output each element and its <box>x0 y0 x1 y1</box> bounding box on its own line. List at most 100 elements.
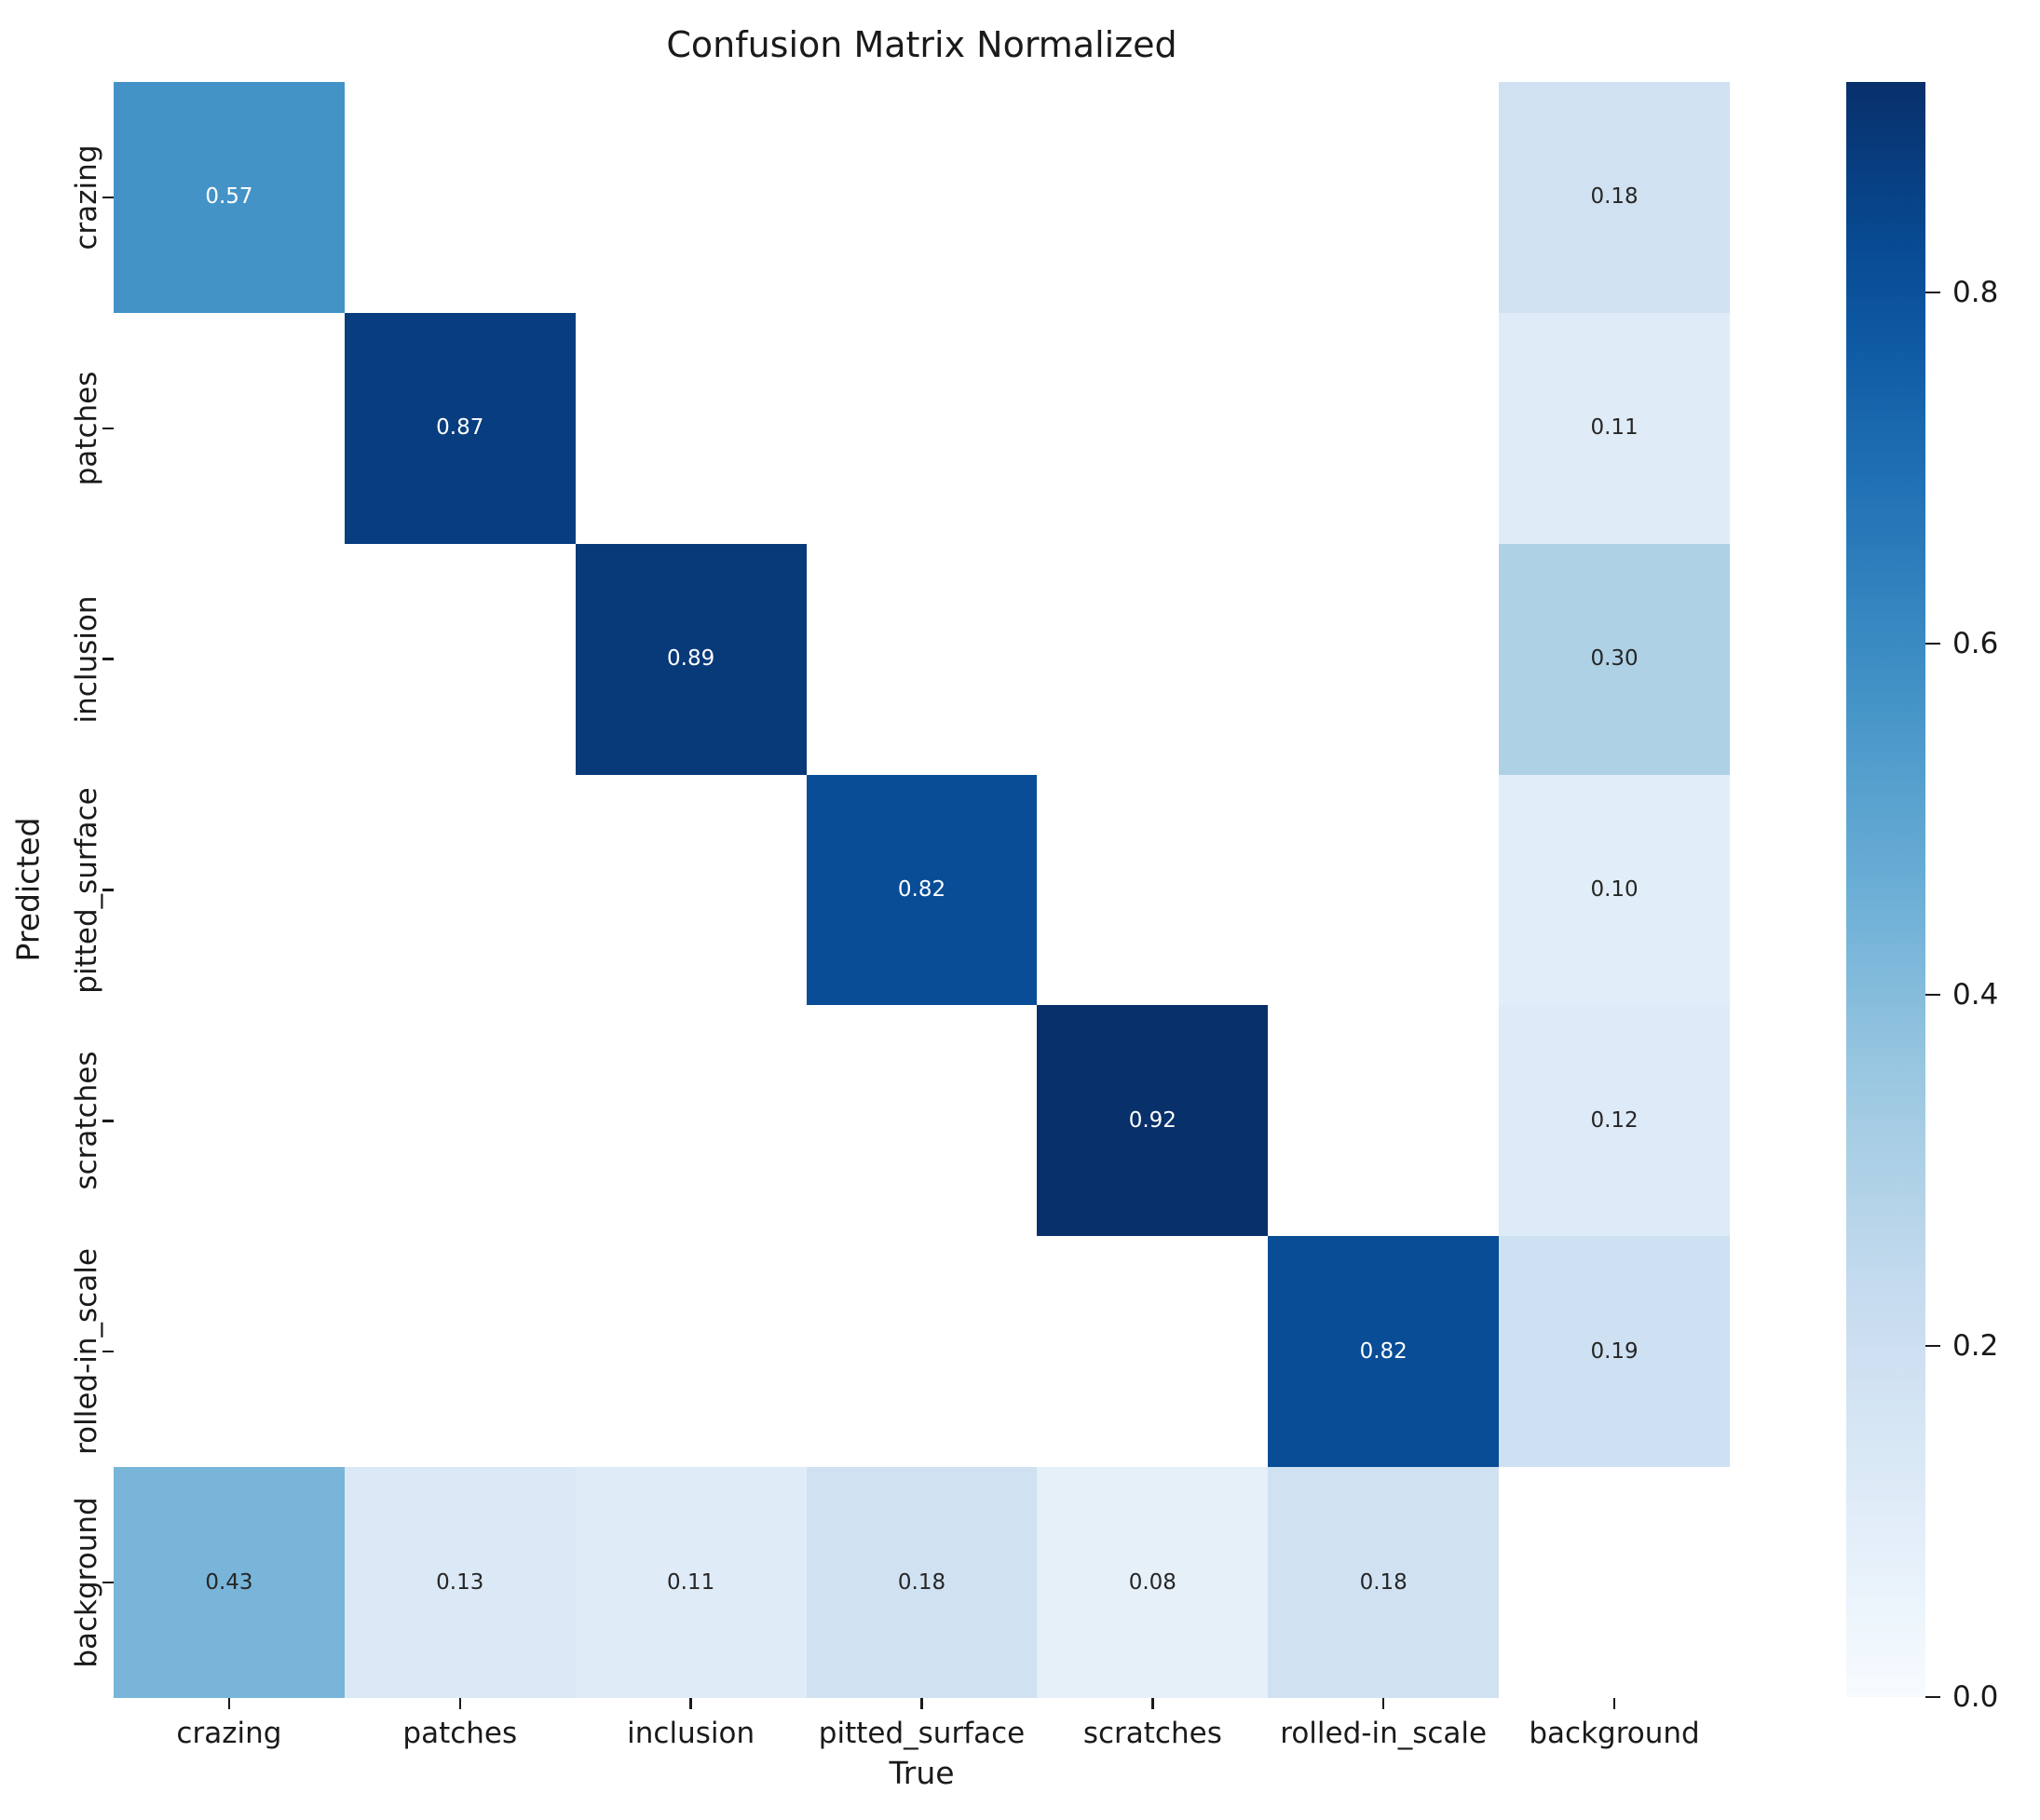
x-tick-label: inclusion <box>627 1717 755 1750</box>
cell-value: 0.18 <box>1590 184 1639 210</box>
heatmap-cell-scratches-patches <box>344 1005 576 1237</box>
heatmap-cell-background-scratches: 0.08 <box>1037 1467 1269 1698</box>
heatmap-cell-inclusion-rolled-in_scale <box>1268 543 1500 775</box>
heatmap-cell-inclusion-crazing <box>114 543 345 775</box>
y-tick-label: rolled-in_scale <box>70 1248 103 1456</box>
y-tick-mark <box>102 196 114 199</box>
y-tick-label: pitted_surface <box>70 786 103 994</box>
heatmap-cell-patches-pitted_surface <box>806 312 1038 544</box>
heatmap-cell-crazing-scratches <box>1037 82 1269 313</box>
heatmap-cell-background-rolled-in_scale: 0.18 <box>1268 1467 1500 1698</box>
heatmap-cell-patches-scratches <box>1037 312 1269 544</box>
cell-value: 0.30 <box>1590 646 1639 672</box>
heatmap-cell-pitted_surface-inclusion <box>575 774 807 1006</box>
colorbar-tick-mark <box>1925 642 1940 645</box>
heatmap-cell-background-background <box>1499 1467 1730 1698</box>
cell-value: 0.13 <box>436 1569 484 1595</box>
y-tick-mark <box>102 427 114 430</box>
heatmap-cell-pitted_surface-rolled-in_scale <box>1268 774 1500 1006</box>
cell-value: 0.89 <box>667 646 715 672</box>
colorbar-tick-label: 0.2 <box>1952 1329 1999 1364</box>
colorbar-tick-mark <box>1925 1695 1940 1699</box>
cell-value: 0.82 <box>897 876 946 902</box>
heatmap-cell-inclusion-background: 0.30 <box>1499 543 1730 775</box>
colorbar <box>1846 82 1925 1697</box>
heatmap-cell-rolled-in_scale-crazing <box>114 1236 345 1468</box>
x-tick-mark <box>227 1698 231 1709</box>
heatmap-cell-pitted_surface-pitted_surface: 0.82 <box>806 774 1038 1006</box>
x-tick-mark <box>458 1698 462 1709</box>
cell-value: 0.11 <box>667 1569 715 1595</box>
heatmap-cell-scratches-inclusion <box>575 1005 807 1237</box>
colorbar-tick-mark <box>1925 1344 1940 1348</box>
heatmap-cell-crazing-pitted_surface <box>806 82 1038 313</box>
y-axis-label: Predicted <box>9 817 47 962</box>
heatmap-cell-background-crazing: 0.43 <box>114 1467 345 1698</box>
cell-value: 0.57 <box>205 184 253 210</box>
heatmap-plot-area: 0.57 0.18 0.87 0.11 0.89 0.30 0.82 0.10 0.92 0.12… <box>114 82 1730 1698</box>
heatmap-cell-scratches-pitted_surface <box>806 1005 1038 1237</box>
x-tick-label: rolled-in_scale <box>1280 1717 1488 1750</box>
cell-value: 0.92 <box>1128 1107 1176 1133</box>
y-tick-mark <box>102 1120 114 1122</box>
cell-value: 0.10 <box>1590 876 1639 902</box>
heatmap-cell-rolled-in_scale-rolled-in_scale: 0.82 <box>1268 1236 1500 1468</box>
heatmap-cell-background-pitted_surface: 0.18 <box>806 1467 1038 1698</box>
heatmap-cell-scratches-scratches: 0.92 <box>1037 1005 1269 1237</box>
heatmap-cell-patches-inclusion <box>575 312 807 544</box>
cell-value: 0.43 <box>205 1569 253 1595</box>
colorbar-tick-label: 0.0 <box>1952 1680 1999 1714</box>
colorbar-tick-label: 0.8 <box>1952 276 1999 310</box>
cell-value: 0.12 <box>1590 1107 1639 1133</box>
x-tick-mark <box>689 1698 692 1709</box>
heatmap-cell-scratches-crazing <box>114 1005 345 1237</box>
heatmap-cell-background-patches: 0.13 <box>344 1467 576 1698</box>
heatmap-cell-pitted_surface-scratches <box>1037 774 1269 1006</box>
x-tick-mark <box>920 1698 923 1709</box>
heatmap-cell-patches-patches: 0.87 <box>344 312 576 544</box>
colorbar-tick-mark <box>1925 993 1940 997</box>
heatmap-cell-rolled-in_scale-patches <box>344 1236 576 1468</box>
heatmap-cell-crazing-rolled-in_scale <box>1268 82 1500 313</box>
cell-value: 0.18 <box>1359 1569 1408 1595</box>
x-tick-label: background <box>1529 1717 1700 1750</box>
heatmap-cell-patches-crazing <box>114 312 345 544</box>
heatmap-cell-patches-rolled-in_scale <box>1268 312 1500 544</box>
cell-value: 0.11 <box>1590 415 1639 441</box>
heatmap-cell-inclusion-pitted_surface <box>806 543 1038 775</box>
heatmap-cell-pitted_surface-patches <box>344 774 576 1006</box>
x-tick-mark <box>1612 1698 1616 1709</box>
y-tick-mark <box>102 1350 114 1353</box>
heatmap-cell-crazing-crazing: 0.57 <box>114 82 345 313</box>
y-tick-label: background <box>70 1497 103 1668</box>
heatmap-cell-crazing-background: 0.18 <box>1499 82 1730 313</box>
cell-value: 0.87 <box>436 415 484 441</box>
colorbar-tick-label: 0.4 <box>1952 978 1999 1012</box>
y-tick-mark <box>102 1581 114 1584</box>
chart-title: Confusion Matrix Normalized <box>666 24 1177 65</box>
heatmap-cell-rolled-in_scale-background: 0.19 <box>1499 1236 1730 1468</box>
heatmap-cell-inclusion-patches <box>344 543 576 775</box>
x-tick-mark <box>1381 1698 1385 1709</box>
x-tick-label: patches <box>402 1717 518 1750</box>
heatmap-cell-rolled-in_scale-scratches <box>1037 1236 1269 1468</box>
heatmap-cell-crazing-patches <box>344 82 576 313</box>
heatmap-cell-rolled-in_scale-pitted_surface <box>806 1236 1038 1468</box>
heatmap-cell-crazing-inclusion <box>575 82 807 313</box>
heatmap-cell-rolled-in_scale-inclusion <box>575 1236 807 1468</box>
y-tick-label: inclusion <box>70 595 103 724</box>
heatmap-cell-pitted_surface-background: 0.10 <box>1499 774 1730 1006</box>
y-tick-mark <box>102 889 114 891</box>
heatmap-cell-patches-background: 0.11 <box>1499 312 1730 544</box>
x-tick-label: pitted_surface <box>818 1717 1026 1750</box>
heatmap-cell-background-inclusion: 0.11 <box>575 1467 807 1698</box>
heatmap-cell-scratches-rolled-in_scale <box>1268 1005 1500 1237</box>
y-tick-label: crazing <box>70 144 103 251</box>
x-tick-label: crazing <box>176 1717 282 1750</box>
heatmap-cell-scratches-background: 0.12 <box>1499 1005 1730 1237</box>
y-tick-mark <box>102 658 114 660</box>
x-axis-label: True <box>889 1755 955 1791</box>
y-tick-label: patches <box>70 371 103 486</box>
cell-value: 0.08 <box>1128 1569 1176 1595</box>
